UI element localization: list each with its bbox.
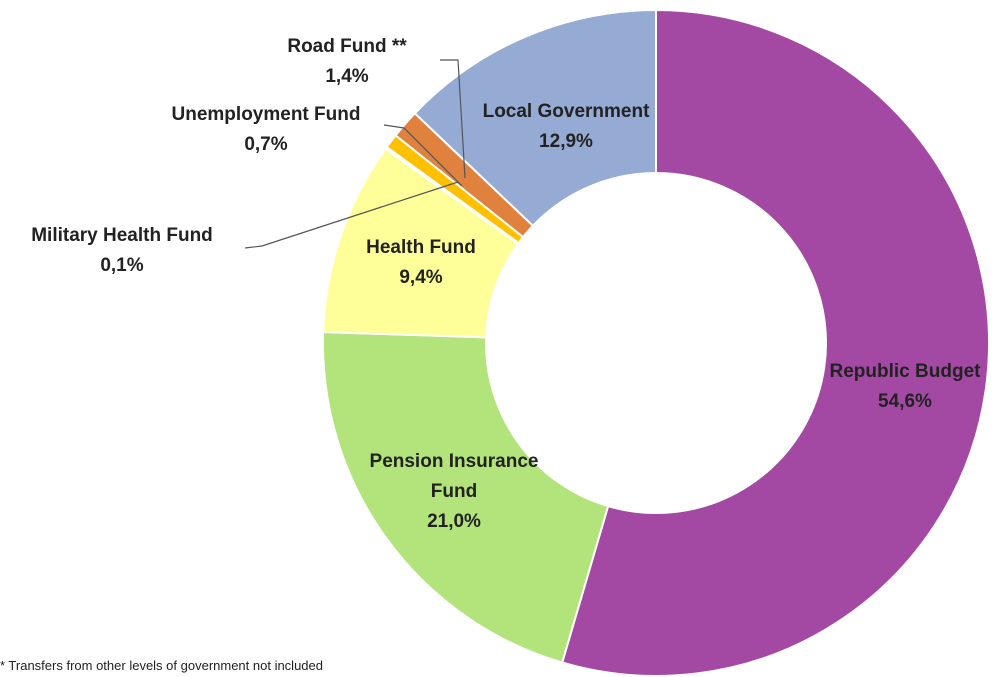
category-label: Local Government — [482, 101, 650, 122]
category-label: Unemployment Fund — [171, 104, 361, 125]
data-label: Pension Insurance Fund 21,0% — [344, 447, 564, 537]
value-label: 0,7% — [244, 134, 288, 155]
value-label: 9,4% — [399, 267, 443, 288]
category-label: Road Fund ** — [287, 36, 407, 57]
donut-segment — [322, 330, 610, 664]
footnote: * Transfers from other levels of governm… — [0, 658, 323, 673]
data-label: Unemployment Fund 0,7% — [172, 100, 361, 160]
data-label: Health Fund 9,4% — [366, 233, 476, 293]
data-label: Road Fund ** 1,4% — [287, 32, 406, 92]
leader-line — [383, 124, 463, 187]
category-label: Health Fund — [366, 237, 476, 258]
data-label: Local Government 12,9% — [483, 97, 650, 157]
value-label: 21,0% — [427, 511, 481, 532]
category-label: Pension Insurance Fund — [369, 451, 539, 502]
value-label: 12,9% — [539, 131, 593, 152]
leader-line — [440, 59, 466, 179]
data-label: Military Health Fund 0,1% — [31, 221, 213, 281]
category-label: Republic Budget — [829, 361, 981, 382]
category-label: Military Health Fund — [31, 225, 213, 246]
donut-segment — [560, 8, 990, 677]
value-label: 54,6% — [878, 391, 932, 412]
data-label: Republic Budget 54,6% — [830, 357, 981, 417]
value-label: 0,1% — [100, 255, 144, 276]
value-label: 1,4% — [325, 66, 369, 87]
leader-line — [244, 181, 459, 249]
donut-segment — [413, 8, 657, 228]
